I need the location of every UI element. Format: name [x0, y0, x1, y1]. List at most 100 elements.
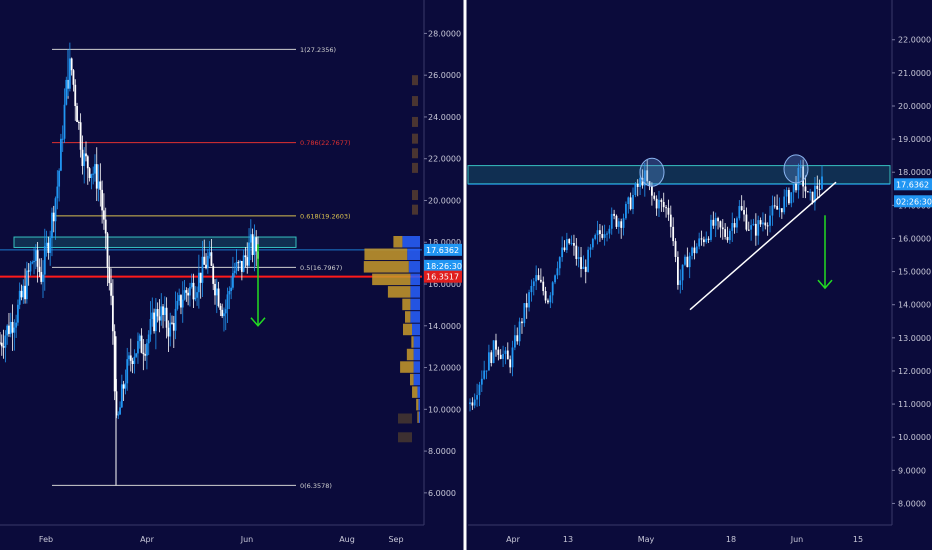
volume-profile-down	[402, 298, 411, 311]
left-candle-body	[9, 321, 12, 334]
left-candle-body	[197, 272, 200, 293]
left-y-tick-label: 20.0000	[428, 196, 461, 205]
left-candle-body	[230, 287, 233, 292]
right-candle-body	[511, 347, 514, 368]
right-y-tick-label: 15.0000	[898, 268, 931, 277]
volume-profile-down	[411, 336, 414, 348]
left-candle-body	[174, 308, 177, 331]
left-price-tag	[424, 259, 462, 272]
left-candle-body	[20, 290, 23, 298]
right-candle-body	[556, 268, 559, 276]
right-candle-body	[532, 281, 535, 286]
left-candle-body	[146, 343, 148, 356]
left-candle-body	[18, 290, 21, 305]
left-candle-body	[185, 290, 188, 293]
right-candle-body	[542, 281, 545, 292]
volume-profile-faint	[412, 204, 418, 215]
right-candle-body	[816, 185, 819, 189]
right-candle-body	[747, 229, 750, 231]
right-candle-body	[634, 183, 637, 195]
right-candle-body	[530, 285, 533, 293]
right-candle-body	[738, 206, 741, 219]
left-y-tick-label: 10.0000	[428, 405, 461, 414]
right-candle-body	[780, 208, 783, 213]
fib-level-label: 0.618(19.2603)	[300, 212, 351, 220]
left-candle-body	[68, 58, 71, 89]
highlight-circle	[639, 157, 665, 187]
volume-profile-faint	[412, 96, 418, 107]
right-candle-body	[525, 303, 528, 308]
left-candle-body	[36, 250, 39, 267]
right-candle-body	[731, 223, 734, 231]
right-candle-body	[539, 279, 542, 282]
right-candle-body	[714, 218, 717, 226]
left-candle-body	[95, 164, 98, 189]
left-candle-body	[31, 262, 34, 264]
right-candle-body	[717, 218, 719, 222]
left-candle-body	[81, 149, 84, 166]
right-candle-body	[743, 210, 745, 215]
left-candle-body	[135, 353, 138, 357]
left-candle-body	[233, 270, 236, 274]
left-candle-body	[147, 334, 150, 344]
right-candle-body	[790, 192, 793, 204]
left-candle-body	[133, 356, 136, 364]
right-candle-body	[712, 219, 715, 226]
left-candle-body	[43, 246, 46, 275]
left-candle-body	[77, 122, 80, 124]
right-candle-body	[606, 233, 608, 235]
left-candle-body	[219, 305, 222, 310]
left-candle-body	[208, 252, 211, 256]
right-candle-body	[601, 234, 604, 238]
volume-profile-up	[407, 248, 420, 261]
volume-profile-up	[418, 398, 420, 411]
left-candle-body	[255, 237, 258, 252]
volume-profile-up	[410, 273, 420, 286]
left-candle-body	[167, 327, 170, 337]
right-candle-body	[788, 190, 790, 204]
left-candle-body	[122, 384, 125, 389]
left-candle-body	[94, 164, 96, 174]
volume-profile-up	[413, 373, 420, 386]
left-candle-body	[2, 346, 5, 348]
left-price-tag-label: 17.6362	[426, 246, 459, 255]
right-candle-body	[679, 280, 682, 285]
left-candle-body	[180, 295, 182, 308]
volume-profile-faint	[412, 116, 418, 127]
right-candle-body	[752, 223, 755, 226]
right-candle-body	[797, 167, 800, 191]
left-candle-body	[51, 212, 53, 239]
right-candle-body	[728, 230, 731, 241]
left-candle-body	[58, 170, 61, 187]
left-candle-body	[154, 309, 157, 332]
right-candle-body	[495, 340, 497, 350]
left-bearish-arrow-head	[250, 317, 266, 327]
right-candle-body	[632, 194, 634, 210]
right-candle-body	[580, 257, 582, 270]
right-candle-body	[587, 249, 590, 272]
left-candle-body	[79, 122, 82, 150]
left-candle-body	[172, 323, 175, 331]
volume-profile-down	[416, 398, 419, 411]
volume-profile-down	[372, 273, 411, 286]
volume-profile-faint	[412, 133, 418, 144]
right-candle-body	[658, 199, 660, 209]
right-candle-body	[490, 352, 493, 364]
left-x-tick-label: Aug	[339, 535, 355, 544]
right-candle-body	[537, 275, 540, 280]
right-candle-body	[818, 188, 821, 190]
left-candle-body	[239, 260, 241, 263]
right-candle-body	[762, 222, 764, 225]
right-y-tick-label: 22.0000	[898, 36, 931, 45]
right-candle-body	[622, 218, 625, 228]
right-candle-body	[521, 321, 523, 324]
right-candle-body	[740, 206, 743, 211]
right-candle-body	[627, 197, 630, 205]
left-candle-body	[162, 306, 164, 315]
left-candle-body	[13, 327, 16, 333]
right-candle-body	[667, 207, 670, 215]
fib-level-label: 1(27.2356)	[300, 46, 336, 54]
right-candle-body	[776, 205, 779, 210]
left-candle-body	[137, 341, 139, 354]
